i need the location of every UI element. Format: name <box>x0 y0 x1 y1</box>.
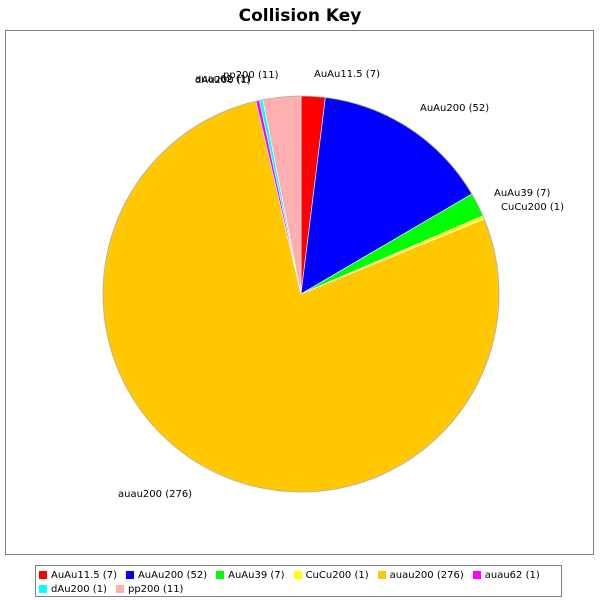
legend-swatch <box>293 571 302 579</box>
plot-area: AuAu11.5 (7) AuAu200 (52) AuAu39 (7) CuCu20… <box>5 30 594 555</box>
legend-item-auau200: auau200 (276) <box>377 568 464 582</box>
chart-title: Collision Key <box>238 6 362 26</box>
legend-item-auau200: AuAu200 (52) <box>125 568 208 582</box>
pie-chart: AuAu11.5 (7) AuAu200 (52) AuAu39 (7) CuCu20… <box>102 69 564 500</box>
legend-label: AuAu11.5 (7) <box>51 569 117 581</box>
slice-label-auau39: AuAu39 (7) <box>494 188 551 199</box>
legend-label: dAu200 (1) <box>51 583 107 595</box>
legend-item-pp200: pp200 (11) <box>115 582 184 596</box>
slice-label-auau11-5: AuAu11.5 (7) <box>314 69 380 80</box>
slice-label-cucu200: CuCu200 (1) <box>501 202 564 213</box>
pie-outline <box>102 95 500 493</box>
legend-item-cucu200: CuCu200 (1) <box>293 568 369 582</box>
slice-label-pp200: pp200 (11) <box>223 70 279 81</box>
legend-swatch <box>377 571 386 579</box>
legend-swatch <box>125 571 134 579</box>
legend-item-dau200: dAu200 (1) <box>39 582 107 596</box>
slice-label-auau62: auau62 (1) <box>195 74 250 85</box>
legend-label: auau200 (276) <box>389 569 464 581</box>
legend: AuAu11.5 (7) AuAu200 (52) AuAu39 (7) CuCu20… <box>35 565 562 597</box>
legend-label: AuAu39 (7) <box>228 569 285 581</box>
slice-label-auau200: auau200 (276) <box>118 489 192 500</box>
legend-item-auau62: auau62 (1) <box>472 568 540 582</box>
legend-label: pp200 (11) <box>127 583 184 595</box>
legend-swatch <box>216 571 225 579</box>
legend-item-auau39: AuAu39 (7) <box>216 568 285 582</box>
legend-swatch <box>472 571 481 579</box>
legend-label: auau62 (1) <box>484 569 540 581</box>
legend-swatch <box>39 571 47 579</box>
slice-label-dau200: dAu200 (1) <box>195 75 251 86</box>
slice-label-auau200: AuAu200 (52) <box>420 103 489 114</box>
legend-swatch <box>115 585 124 593</box>
legend-label: AuAu200 (52) <box>137 569 208 581</box>
legend-item-auau11-5: AuAu11.5 (7) <box>39 568 117 582</box>
legend-label: CuCu200 (1) <box>305 569 369 581</box>
legend-swatch <box>39 585 47 593</box>
